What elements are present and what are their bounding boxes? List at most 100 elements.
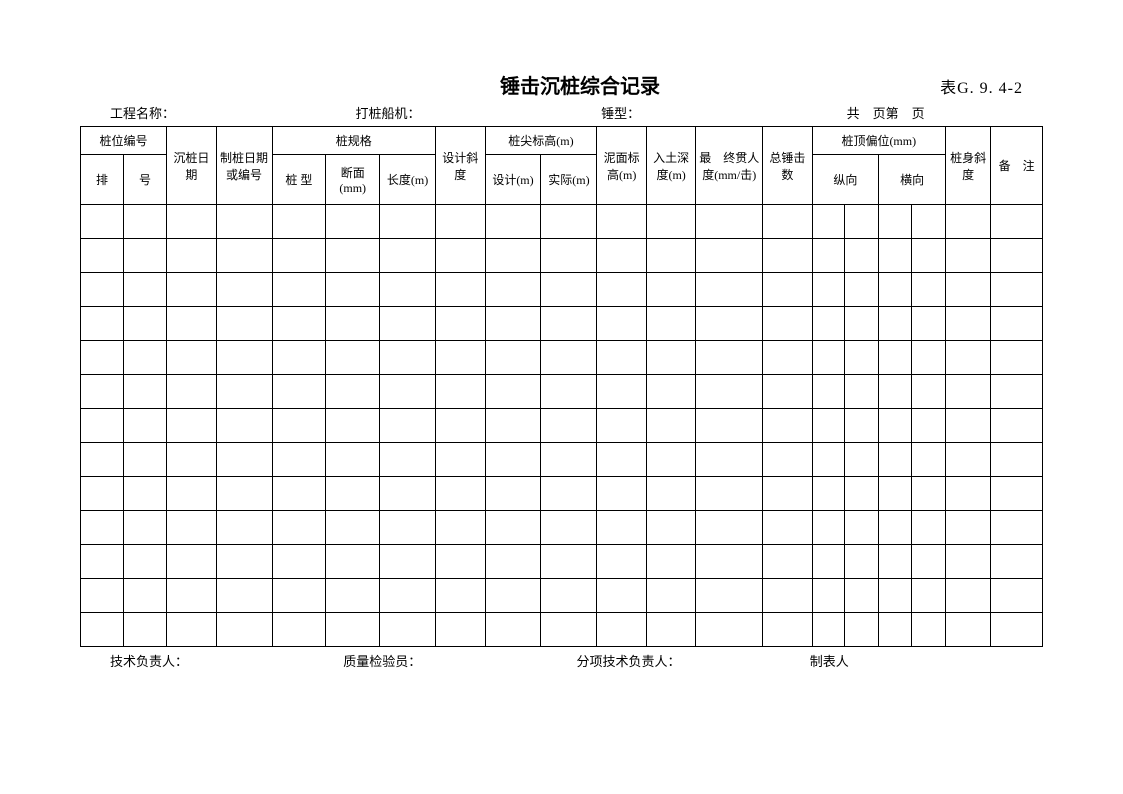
table-cell — [597, 205, 646, 239]
table-cell — [380, 511, 436, 545]
table-cell — [844, 443, 878, 477]
table-cell — [81, 341, 124, 375]
col-total-strikes: 总锤击数 — [763, 127, 812, 205]
table-cell — [991, 239, 1043, 273]
table-cell — [541, 409, 597, 443]
table-cell — [696, 239, 763, 273]
table-cell — [844, 613, 878, 647]
tech-lead-label: 技术负责人： — [110, 651, 343, 670]
table-cell — [436, 273, 485, 307]
table-cell — [272, 205, 326, 239]
table-cell — [81, 511, 124, 545]
table-cell — [812, 205, 844, 239]
table-cell — [879, 409, 911, 443]
table-cell — [485, 205, 541, 239]
table-cell — [812, 239, 844, 273]
table-cell — [763, 545, 812, 579]
table-cell — [541, 239, 597, 273]
table-cell — [844, 375, 878, 409]
table-cell — [991, 443, 1043, 477]
table-row — [81, 239, 1043, 273]
table-cell — [696, 443, 763, 477]
table-cell — [326, 511, 380, 545]
table-cell — [541, 375, 597, 409]
col-design: 设计(m) — [485, 155, 541, 205]
table-cell — [124, 477, 167, 511]
table-cell — [272, 409, 326, 443]
table-cell — [879, 307, 911, 341]
col-actual: 实际(m) — [541, 155, 597, 205]
table-cell — [81, 375, 124, 409]
table-cell — [541, 273, 597, 307]
table-cell — [911, 579, 945, 613]
table-cell — [991, 307, 1043, 341]
table-cell — [326, 477, 380, 511]
col-entry-depth: 入土深度(m) — [646, 127, 695, 205]
table-cell — [812, 579, 844, 613]
table-cell — [124, 205, 167, 239]
col-section: 断面(mm) — [326, 155, 380, 205]
table-row — [81, 205, 1043, 239]
table-cell — [646, 273, 695, 307]
col-horizontal: 横向 — [879, 155, 946, 205]
table-cell — [696, 307, 763, 341]
table-cell — [216, 613, 272, 647]
table-row — [81, 409, 1043, 443]
table-cell — [436, 477, 485, 511]
col-top-deviation: 桩顶偏位(mm) — [812, 127, 945, 155]
table-cell — [272, 545, 326, 579]
table-cell — [597, 341, 646, 375]
table-cell — [646, 613, 695, 647]
table-cell — [991, 341, 1043, 375]
table-cell — [380, 443, 436, 477]
table-cell — [81, 477, 124, 511]
table-cell — [879, 511, 911, 545]
table-cell — [646, 409, 695, 443]
table-cell — [167, 477, 216, 511]
table-cell — [167, 613, 216, 647]
table-row — [81, 613, 1043, 647]
table-cell — [485, 477, 541, 511]
table-cell — [696, 375, 763, 409]
table-cell — [81, 579, 124, 613]
table-cell — [945, 545, 990, 579]
machine-label: 打桩船机： — [356, 103, 602, 122]
table-cell — [879, 273, 911, 307]
table-cell — [945, 307, 990, 341]
table-cell — [597, 545, 646, 579]
table-cell — [945, 273, 990, 307]
table-cell — [597, 239, 646, 273]
table-cell — [436, 205, 485, 239]
table-cell — [380, 409, 436, 443]
table-cell — [81, 273, 124, 307]
table-cell — [272, 239, 326, 273]
table-cell — [945, 443, 990, 477]
table-cell — [879, 239, 911, 273]
table-cell — [167, 273, 216, 307]
table-cell — [646, 239, 695, 273]
table-cell — [646, 545, 695, 579]
table-cell — [216, 273, 272, 307]
table-cell — [763, 613, 812, 647]
table-cell — [812, 375, 844, 409]
table-cell — [879, 613, 911, 647]
table-cell — [485, 443, 541, 477]
table-cell — [763, 307, 812, 341]
col-pile-spec: 桩规格 — [272, 127, 436, 155]
table-cell — [436, 545, 485, 579]
table-row — [81, 375, 1043, 409]
table-cell — [597, 613, 646, 647]
table-cell — [272, 273, 326, 307]
info-row: 工程名称： 打桩船机： 锤型： 共 页第 页 — [80, 103, 1043, 122]
table-cell — [696, 613, 763, 647]
table-cell — [326, 307, 380, 341]
table-cell — [485, 341, 541, 375]
table-cell — [124, 341, 167, 375]
table-cell — [380, 273, 436, 307]
table-cell — [696, 341, 763, 375]
table-cell — [436, 613, 485, 647]
table-cell — [991, 273, 1043, 307]
table-cell — [945, 477, 990, 511]
table-row — [81, 477, 1043, 511]
table-cell — [81, 307, 124, 341]
